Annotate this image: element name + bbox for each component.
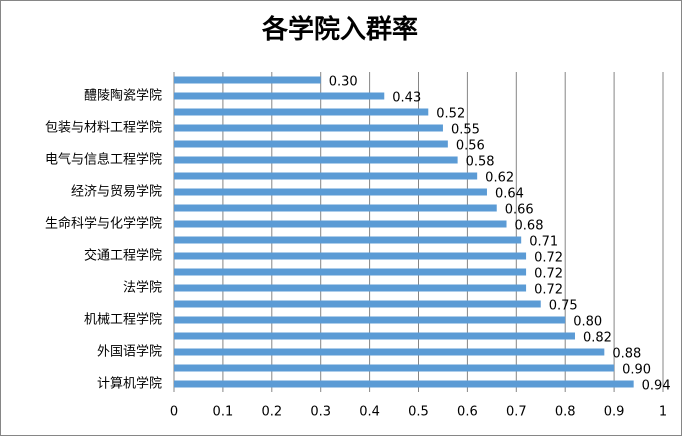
value-label: 0.30 — [329, 75, 358, 90]
x-tick-label: 0.4 — [359, 405, 380, 420]
bar — [174, 220, 507, 228]
value-label: 0.62 — [485, 171, 514, 186]
bar — [174, 92, 385, 100]
value-label: 0.68 — [515, 219, 544, 234]
x-tick-label: 0.8 — [555, 405, 576, 420]
bar — [174, 380, 634, 388]
bar — [174, 156, 458, 164]
value-label: 0.64 — [495, 187, 524, 202]
value-label: 0.71 — [529, 235, 558, 250]
bar — [174, 124, 443, 132]
value-label: 0.52 — [436, 107, 465, 122]
value-label: 0.56 — [456, 139, 485, 154]
bar — [174, 236, 522, 244]
bar — [174, 172, 478, 180]
x-tick-label: 1 — [659, 405, 667, 420]
y-tick-label: 计算机学院 — [97, 376, 162, 392]
bar — [174, 300, 541, 308]
bar — [174, 316, 566, 324]
y-tick-label: 法学院 — [123, 280, 162, 296]
value-label: 0.94 — [642, 379, 671, 394]
y-tick-label: 机械工程学院 — [84, 312, 162, 328]
value-label: 0.82 — [583, 331, 612, 346]
y-tick-label: 交通工程学院 — [84, 248, 162, 264]
value-label: 0.72 — [534, 283, 563, 298]
value-label: 0.55 — [451, 123, 480, 138]
bar — [174, 268, 527, 276]
bar — [174, 284, 527, 292]
bar — [174, 252, 527, 260]
y-tick-label: 经济与贸易学院 — [71, 184, 162, 200]
x-tick-label: 0.3 — [310, 405, 331, 420]
value-label: 0.75 — [549, 299, 578, 314]
y-tick-label: 醴陵陶瓷学院 — [84, 88, 162, 104]
x-tick-label: 0.7 — [506, 405, 527, 420]
value-label: 0.90 — [622, 363, 651, 378]
x-tick-label: 0.9 — [604, 405, 625, 420]
value-label: 0.58 — [466, 155, 495, 170]
value-label: 0.72 — [534, 251, 563, 266]
bar — [174, 204, 497, 212]
y-tick-label: 电气与信息工程学院 — [45, 152, 162, 168]
y-tick-label: 包装与材料工程学院 — [45, 120, 162, 136]
value-label: 0.66 — [505, 203, 534, 218]
x-tick-label: 0.1 — [213, 405, 234, 420]
bar — [174, 332, 575, 340]
y-tick-label: 外国语学院 — [97, 344, 162, 360]
y-tick-label: 生命科学与化学学院 — [45, 216, 162, 232]
value-label: 0.88 — [612, 347, 641, 362]
bar — [174, 140, 448, 148]
chart-title: 各学院入群率 — [261, 14, 418, 45]
value-label: 0.43 — [392, 91, 421, 106]
x-tick-label: 0 — [170, 405, 178, 420]
bar — [174, 76, 321, 84]
bar — [174, 348, 605, 356]
value-label: 0.80 — [573, 315, 602, 330]
x-tick-label: 0.5 — [408, 405, 429, 420]
bar — [174, 108, 429, 116]
x-tick-label: 0.6 — [457, 405, 478, 420]
x-tick-label: 0.2 — [261, 405, 282, 420]
value-label: 0.72 — [534, 267, 563, 282]
bar — [174, 188, 487, 196]
bar — [174, 364, 615, 372]
